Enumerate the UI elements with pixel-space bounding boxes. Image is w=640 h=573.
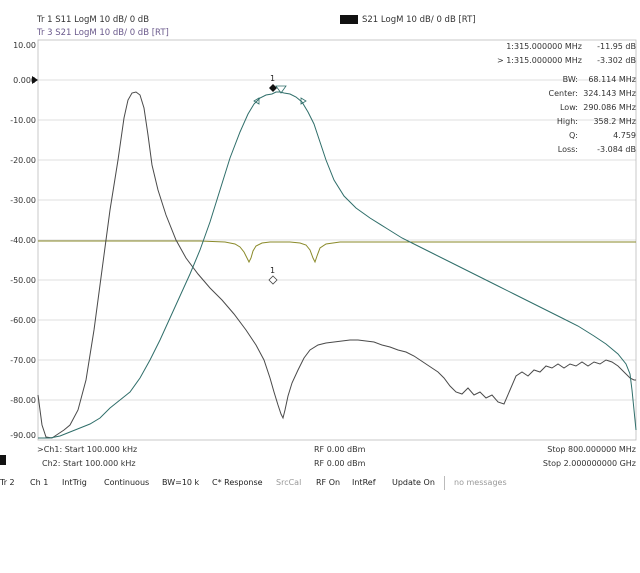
y-tick-label: -10.00 [10, 116, 36, 125]
marker-tag-top: 1 [270, 74, 275, 83]
y-tick-label: 10.00 [13, 41, 36, 50]
stat-value: 358.2 MHz [593, 117, 636, 126]
y-tick-label: -90.00 [10, 431, 36, 440]
stat-value: -3.084 dB [597, 145, 636, 154]
y-tick-label: -60.00 [10, 316, 36, 325]
stat-label: Loss: [557, 145, 578, 154]
stat-label: BW: [562, 75, 578, 84]
plot-grid [38, 79, 636, 401]
status-divider [444, 476, 445, 490]
trace3-label[interactable]: Tr 3 S21 LogM 10 dB/ 0 dB [RT] [37, 28, 169, 38]
trace1-label[interactable]: Tr 1 S11 LogM 10 dB/ 0 dB [37, 15, 150, 25]
measurement-plot[interactable]: 1 1 [0, 0, 640, 460]
stat-label: Low: [559, 103, 578, 112]
marker2-value: -3.302 dB [597, 56, 636, 65]
legend-color-swatch [340, 15, 358, 24]
ch2-rf-power: RF 0.00 dBm [314, 459, 366, 468]
marker-tag-mid: 1 [270, 266, 275, 275]
y-tick-label: -20.00 [10, 156, 36, 165]
stat-value: 4.759 [613, 131, 636, 140]
stat-value: 68.114 MHz [588, 75, 636, 84]
y-tick-label: -80.00 [10, 396, 36, 405]
stat-value: 324.143 MHz [583, 89, 636, 98]
marker-triangle-right [300, 97, 307, 105]
status-trace[interactable]: Tr 2 [0, 478, 15, 487]
ch2-trace [38, 240, 636, 264]
status-messages: no messages [454, 478, 507, 487]
s11-trace [37, 91, 636, 439]
marker-diamond-mid [268, 275, 278, 285]
legend-label: S21 LogM 10 dB/ 0 dB [RT] [362, 15, 476, 25]
status-source-cal[interactable]: SrcCal [276, 478, 302, 487]
status-sweep-mode[interactable]: Continuous [104, 478, 150, 487]
status-trigger[interactable]: IntTrig [62, 478, 87, 487]
ch1-start[interactable]: >Ch1: Start 100.000 kHz [37, 445, 138, 454]
ch2-stop[interactable]: Stop 2.000000000 GHz [542, 459, 636, 468]
marker-triangle-center [275, 85, 287, 94]
stat-value: 290.086 MHz [583, 103, 636, 112]
y-tick-label: -30.00 [10, 196, 36, 205]
status-response-cal[interactable]: C* Response [212, 478, 263, 487]
active-channel-indicator [0, 455, 6, 465]
y-tick-label: -70.00 [10, 356, 36, 365]
marker1-frequency: 1:315.000000 MHz [506, 42, 582, 51]
status-bandwidth[interactable]: BW=10 k [162, 478, 200, 487]
ch1-stop[interactable]: Stop 800.000000 MHz [547, 445, 636, 454]
ch1-rf-power: RF 0.00 dBm [314, 445, 366, 454]
marker-active-diamond [269, 84, 277, 92]
status-channel[interactable]: Ch 1 [30, 478, 49, 487]
status-reference[interactable]: IntRef [352, 478, 376, 487]
stat-label: Q: [569, 131, 578, 140]
s21-trace [38, 91, 637, 439]
status-update[interactable]: Update On [392, 478, 435, 487]
stat-label: High: [556, 117, 578, 126]
marker2-frequency: > 1:315.000000 MHz [496, 56, 582, 65]
stat-label: Center: [548, 89, 578, 98]
marker-triangle-left [253, 97, 260, 105]
status-rf-power[interactable]: RF On [316, 478, 341, 487]
y-tick-label: 0.000 [13, 76, 36, 85]
reference-level-arrow [32, 76, 38, 84]
marker1-value: -11.95 dB [597, 42, 636, 51]
y-tick-label: -40.00 [10, 236, 36, 245]
y-tick-label: -50.00 [10, 276, 36, 285]
ch2-start[interactable]: Ch2: Start 100.000 kHz [42, 459, 136, 468]
status-bar: Tr 2 Ch 1 IntTrig Continuous BW=10 k C* … [0, 474, 640, 492]
